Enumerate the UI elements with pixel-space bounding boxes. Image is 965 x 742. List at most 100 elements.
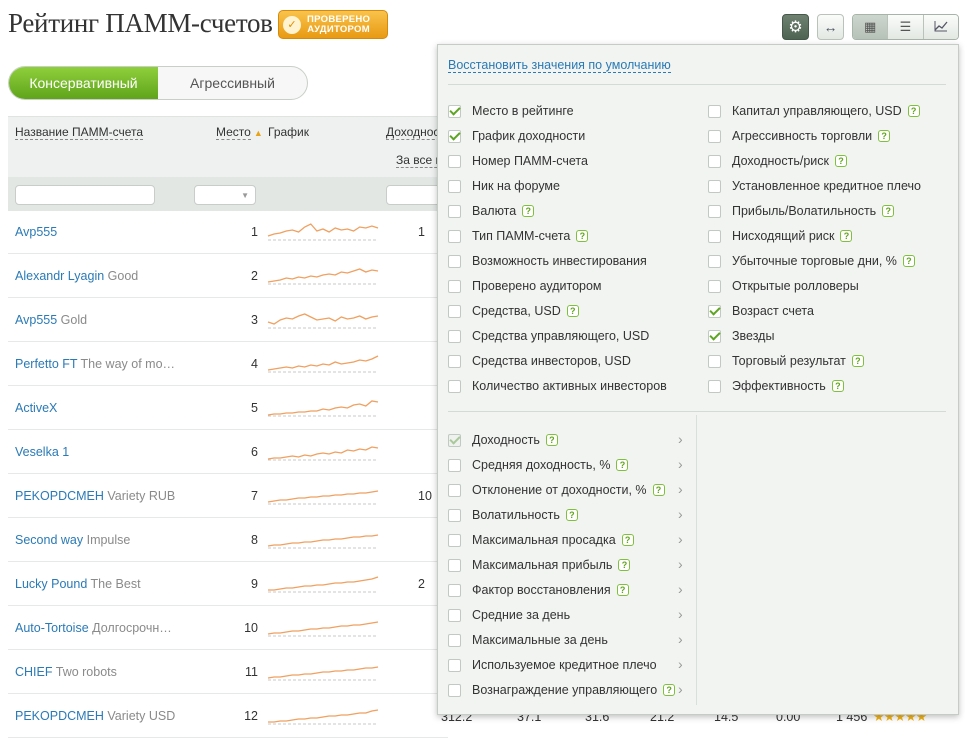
column-checkbox[interactable]	[448, 129, 461, 143]
column-option[interactable]: Эффективность?	[708, 379, 844, 393]
column-checkbox[interactable]	[448, 458, 461, 472]
help-icon[interactable]: ?	[616, 584, 629, 596]
column-checkbox[interactable]	[448, 533, 461, 547]
column-option[interactable]: Доходность/риск?	[708, 154, 847, 168]
column-option[interactable]: Средние за день	[448, 608, 570, 622]
view-chart-button[interactable]	[922, 15, 958, 39]
column-checkbox[interactable]	[448, 683, 461, 697]
column-option[interactable]: Тип ПАММ-счета?	[448, 229, 589, 243]
col-header-yield[interactable]: Доходност	[386, 125, 445, 140]
column-checkbox[interactable]	[448, 154, 461, 168]
column-option[interactable]: График доходности	[448, 129, 585, 143]
account-name-link[interactable]: Perfetto FT The way of mo…	[15, 357, 175, 371]
chevron-right-icon[interactable]: ›	[678, 656, 683, 672]
help-icon[interactable]: ?	[878, 130, 891, 142]
column-checkbox[interactable]	[448, 608, 461, 622]
column-option[interactable]: Отклонение от доходности, %?	[448, 483, 665, 497]
column-option[interactable]: Средства управляющего, USD	[448, 329, 649, 343]
account-name-link[interactable]: PEKOPDCMEH Variety RUB	[15, 489, 175, 503]
column-option[interactable]: Возможность инвестирования	[448, 254, 647, 268]
place-filter-select[interactable]: ▼	[194, 185, 256, 205]
account-name-link[interactable]: Veselka 1	[15, 445, 69, 459]
column-option[interactable]: Максимальная просадка?	[448, 533, 634, 547]
column-option[interactable]: Торговый результат?	[708, 354, 864, 368]
column-option[interactable]: Волатильность?	[448, 508, 578, 522]
chevron-right-icon[interactable]: ›	[678, 456, 683, 472]
help-icon[interactable]: ?	[851, 355, 864, 367]
chevron-right-icon[interactable]: ›	[678, 631, 683, 647]
column-checkbox[interactable]	[708, 154, 721, 168]
yield-sparkline[interactable]	[266, 258, 380, 292]
chevron-right-icon[interactable]: ›	[678, 581, 683, 597]
column-option[interactable]: Средства инвесторов, USD	[448, 354, 631, 368]
yield-sparkline[interactable]	[266, 478, 380, 512]
chevron-right-icon[interactable]: ›	[678, 681, 683, 697]
yield-sparkline[interactable]	[266, 522, 380, 556]
reset-defaults-link[interactable]: Восстановить значения по умолчанию	[448, 58, 671, 73]
column-checkbox[interactable]	[448, 204, 461, 218]
column-option[interactable]: Доходность?	[448, 433, 558, 447]
column-checkbox[interactable]	[448, 483, 461, 497]
help-icon[interactable]: ?	[545, 434, 558, 446]
help-icon[interactable]: ?	[652, 484, 665, 496]
help-icon[interactable]: ?	[576, 230, 589, 242]
help-icon[interactable]: ?	[834, 155, 847, 167]
column-checkbox[interactable]	[708, 254, 721, 268]
column-checkbox[interactable]	[448, 433, 461, 447]
chevron-right-icon[interactable]: ›	[678, 481, 683, 497]
column-option[interactable]: Нисходящий риск?	[708, 229, 853, 243]
account-name-link[interactable]: Avp555 Gold	[15, 313, 87, 327]
column-checkbox[interactable]	[448, 179, 461, 193]
column-checkbox[interactable]	[448, 633, 461, 647]
account-name-link[interactable]: Second way Impulse	[15, 533, 130, 547]
column-option[interactable]: Средства, USD?	[448, 304, 579, 318]
column-checkbox[interactable]	[448, 304, 461, 318]
yield-sparkline[interactable]	[266, 610, 380, 644]
column-option[interactable]: Максимальная прибыль?	[448, 558, 631, 572]
column-option[interactable]: Номер ПАММ-счета	[448, 154, 588, 168]
help-icon[interactable]: ?	[616, 459, 629, 471]
column-option[interactable]: Агрессивность торговли?	[708, 129, 891, 143]
col-header-place[interactable]: Место ▲	[216, 125, 263, 140]
account-name-link[interactable]: Avp555	[15, 225, 57, 239]
help-icon[interactable]: ?	[663, 684, 676, 696]
column-option[interactable]: Максимальные за день	[448, 633, 608, 647]
account-name-link[interactable]: PEKOPDCMEH Variety USD	[15, 709, 175, 723]
column-checkbox[interactable]	[708, 179, 721, 193]
yield-sparkline[interactable]	[266, 434, 380, 468]
yield-sparkline[interactable]	[266, 698, 380, 732]
column-checkbox[interactable]	[448, 558, 461, 572]
auditor-badge[interactable]: ✓ ПРОВЕРЕНО АУДИТОРОМ	[278, 10, 388, 39]
help-icon[interactable]: ?	[621, 534, 634, 546]
yield-sparkline[interactable]	[266, 654, 380, 688]
help-icon[interactable]: ?	[565, 509, 578, 521]
column-option[interactable]: Средняя доходность, %?	[448, 458, 629, 472]
column-option[interactable]: Место в рейтинге	[448, 104, 574, 118]
account-name-link[interactable]: ActiveX	[15, 401, 57, 415]
yield-sparkline[interactable]	[266, 346, 380, 380]
column-option[interactable]: Капитал управляющего, USD?	[708, 104, 920, 118]
help-icon[interactable]: ?	[882, 205, 895, 217]
column-checkbox[interactable]	[708, 104, 721, 118]
yield-sparkline[interactable]	[266, 302, 380, 336]
yield-sparkline[interactable]	[266, 214, 380, 248]
view-list-button[interactable]: ☰	[887, 15, 923, 39]
view-table-button[interactable]: ▦	[853, 15, 888, 39]
column-checkbox[interactable]	[448, 379, 461, 393]
column-checkbox[interactable]	[448, 508, 461, 522]
expand-width-button[interactable]: ↔	[817, 14, 844, 40]
col-header-name[interactable]: Название ПАММ-счета	[15, 125, 144, 140]
column-checkbox[interactable]	[708, 329, 721, 343]
column-checkbox[interactable]	[448, 583, 461, 597]
column-checkbox[interactable]	[708, 204, 721, 218]
tab-aggressive[interactable]: Агрессивный	[190, 75, 275, 91]
account-name-link[interactable]: Alexandr Lyagin Good	[15, 269, 138, 283]
column-option[interactable]: Установленное кредитное плечо	[708, 179, 921, 193]
column-checkbox[interactable]	[708, 279, 721, 293]
column-checkbox[interactable]	[708, 379, 721, 393]
column-checkbox[interactable]	[708, 229, 721, 243]
period-selector[interactable]: За все в	[396, 153, 442, 168]
column-option[interactable]: Количество активных инвесторов	[448, 379, 667, 393]
column-option[interactable]: Прибыль/Волатильность?	[708, 204, 895, 218]
column-checkbox[interactable]	[448, 354, 461, 368]
